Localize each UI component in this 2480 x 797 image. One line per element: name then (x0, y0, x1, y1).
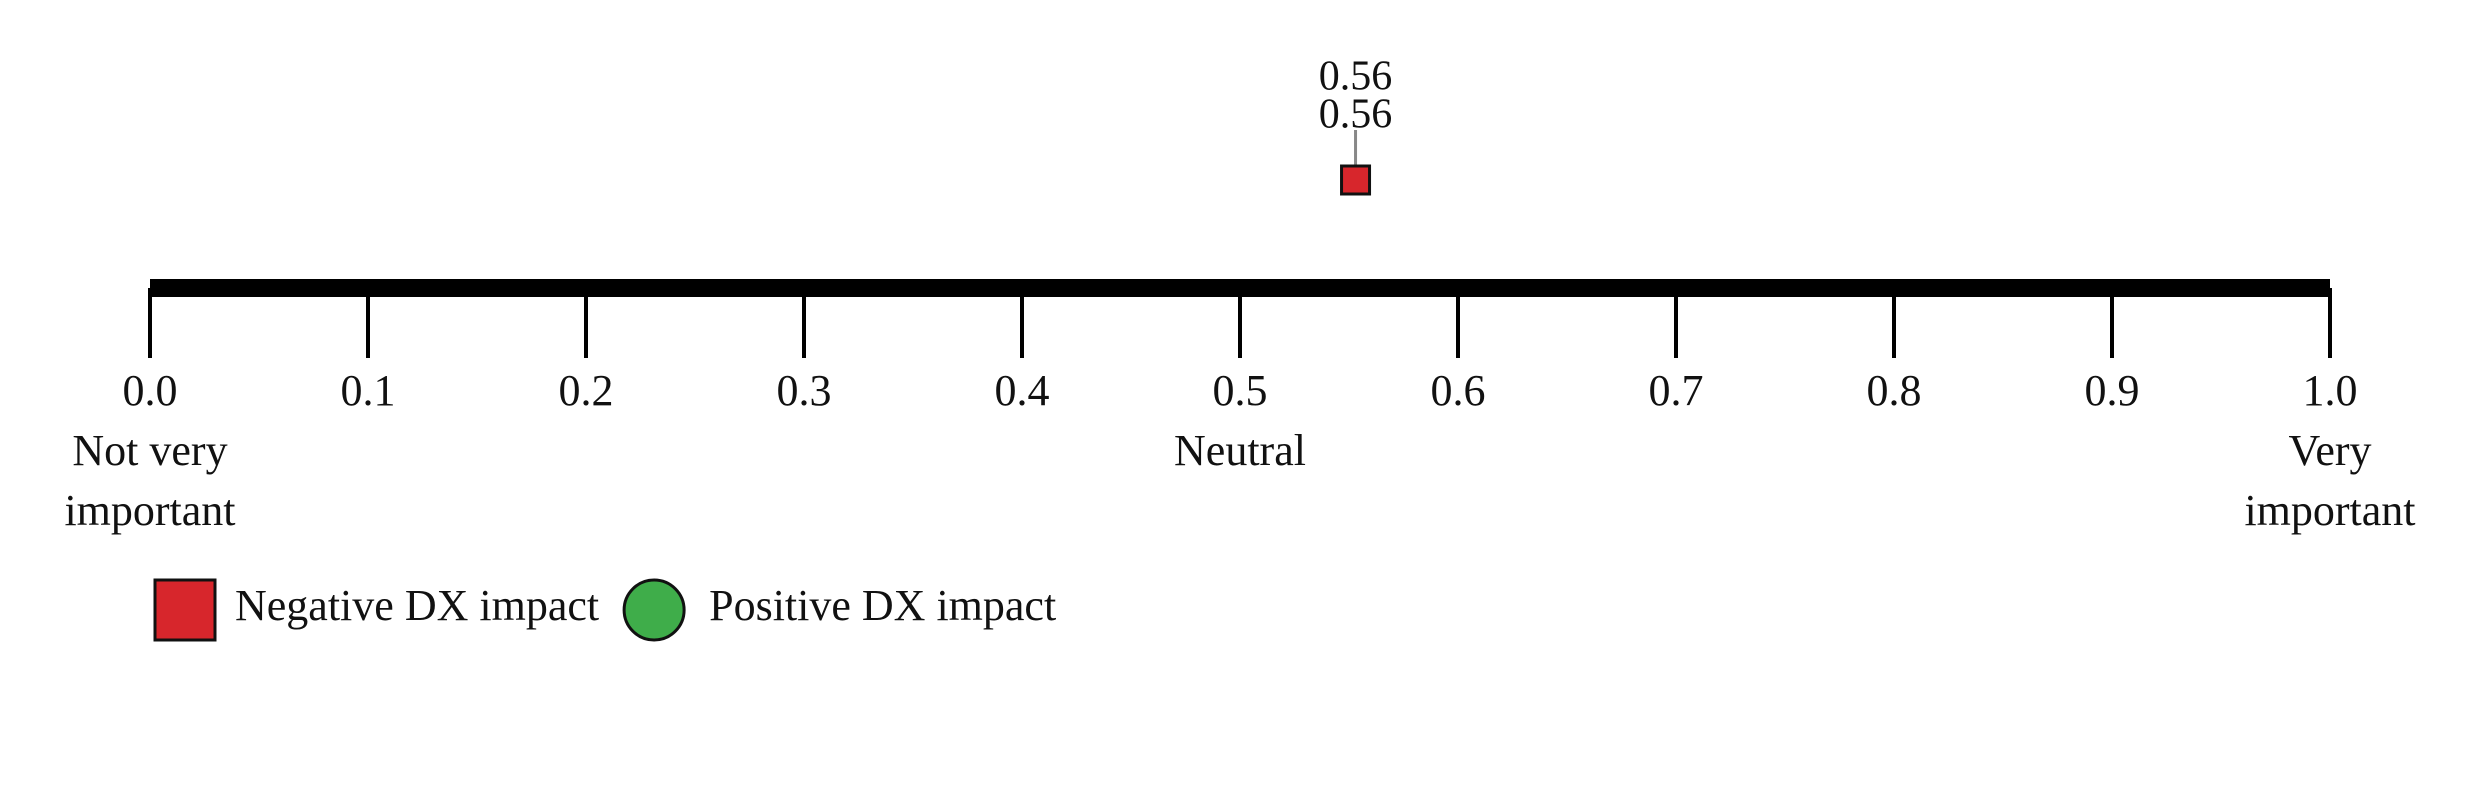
scale-anchor-label: Very (2288, 426, 2371, 475)
data-value-label: 0.56 (1319, 54, 1393, 100)
legend-label: Negative DX impact (235, 581, 599, 630)
legend-square-swatch (153, 578, 217, 642)
tick-label: 0.2 (559, 366, 614, 415)
tick-label: 1.0 (2303, 366, 2358, 415)
data-value-label: 0.56 (1319, 92, 1393, 138)
scale-anchor-label: Neutral (1174, 426, 1306, 475)
scale-anchor-label: important (64, 486, 235, 535)
scale-anchor-labels: Not very important Neutral Very important (64, 426, 2415, 535)
legend-label: Positive DX impact (709, 581, 1056, 630)
tick-label: 0.4 (995, 366, 1050, 415)
tick-label: 0.7 (1649, 366, 1704, 415)
tick-label: 0.8 (1867, 366, 1922, 415)
axis-ticks (148, 288, 2332, 358)
axis-tick-labels: 0.0 0.1 0.2 0.3 0.4 0.5 0.6 0.7 0.8 0.9 1.0 (123, 366, 2358, 415)
data-markers: 0.560.56 (1319, 54, 1393, 196)
tick-label: 0.5 (1213, 366, 1268, 415)
legend-circle-swatch (622, 578, 686, 642)
scale-anchor-label: important (2244, 486, 2415, 535)
legend: Negative DX impact Positive DX impact (153, 578, 1056, 642)
negative-impact-marker (1340, 164, 1372, 196)
tick-label: 0.9 (2085, 366, 2140, 415)
tick-label: 0.3 (777, 366, 832, 415)
legend-item: Positive DX impact (622, 578, 1056, 642)
scale-anchor-label: Not very (72, 426, 227, 475)
tick-label: 0.6 (1431, 366, 1486, 415)
tick-label: 0.0 (123, 366, 178, 415)
tick-label: 0.1 (341, 366, 396, 415)
legend-item: Negative DX impact (153, 578, 599, 642)
